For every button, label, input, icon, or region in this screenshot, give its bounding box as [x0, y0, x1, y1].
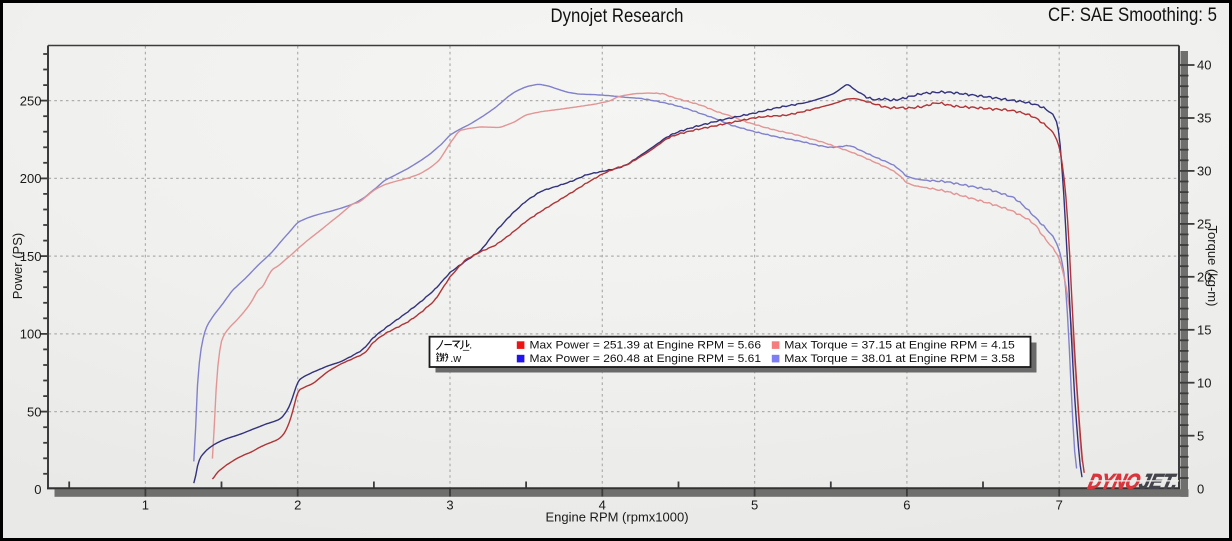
svg-text:100: 100 [20, 327, 42, 342]
svg-text:Power (PS): Power (PS) [10, 233, 25, 299]
svg-text:_.: _. [462, 340, 472, 352]
svg-text:150: 150 [20, 249, 42, 264]
svg-text:Max Power = 260.48 at Engine R: Max Power = 260.48 at Engine RPM = 5.61 [530, 353, 762, 365]
svg-text:Max Torque = 38.01 at Engine R: Max Torque = 38.01 at Engine RPM = 3.58 [784, 353, 1015, 365]
svg-text:5: 5 [1197, 428, 1204, 443]
svg-text:5: 5 [751, 498, 758, 513]
svg-text:200: 200 [20, 171, 42, 186]
svg-text:Max Power = 251.39 at Engine R: Max Power = 251.39 at Engine RPM = 5.66 [530, 340, 762, 352]
svg-text:4: 4 [599, 498, 606, 513]
svg-text:15: 15 [1197, 322, 1211, 337]
svg-text:Dynojet Research: Dynojet Research [551, 6, 684, 27]
svg-text:7: 7 [1056, 498, 1063, 513]
svg-text:Max Torque = 37.15 at Engine R: Max Torque = 37.15 at Engine RPM = 4.15 [784, 340, 1015, 352]
svg-text:.w: .w [450, 353, 461, 365]
svg-text:25: 25 [1197, 217, 1211, 232]
svg-text:3: 3 [446, 498, 453, 513]
svg-text:DYNO: DYNO [1086, 470, 1143, 494]
svg-text:1: 1 [142, 498, 149, 513]
svg-text:30: 30 [1197, 164, 1211, 179]
svg-text:6: 6 [903, 498, 910, 513]
svg-text:JET.: JET. [1137, 470, 1181, 494]
svg-text:Engine RPM (rpmx1000): Engine RPM (rpmx1000) [545, 510, 688, 525]
svg-text:CF: SAE Smoothing: 5: CF: SAE Smoothing: 5 [1048, 5, 1217, 26]
svg-text:250: 250 [20, 93, 42, 108]
svg-text:0: 0 [1197, 481, 1204, 496]
svg-text:40: 40 [1197, 58, 1211, 73]
svg-text:0: 0 [34, 482, 41, 497]
svg-text:35: 35 [1197, 111, 1211, 126]
svg-text:2: 2 [294, 498, 301, 513]
svg-text:Torque (kg-m): Torque (kg-m) [1205, 226, 1220, 307]
svg-text:50: 50 [27, 404, 41, 419]
svg-text:10: 10 [1197, 375, 1211, 390]
svg-text:20: 20 [1197, 270, 1211, 285]
